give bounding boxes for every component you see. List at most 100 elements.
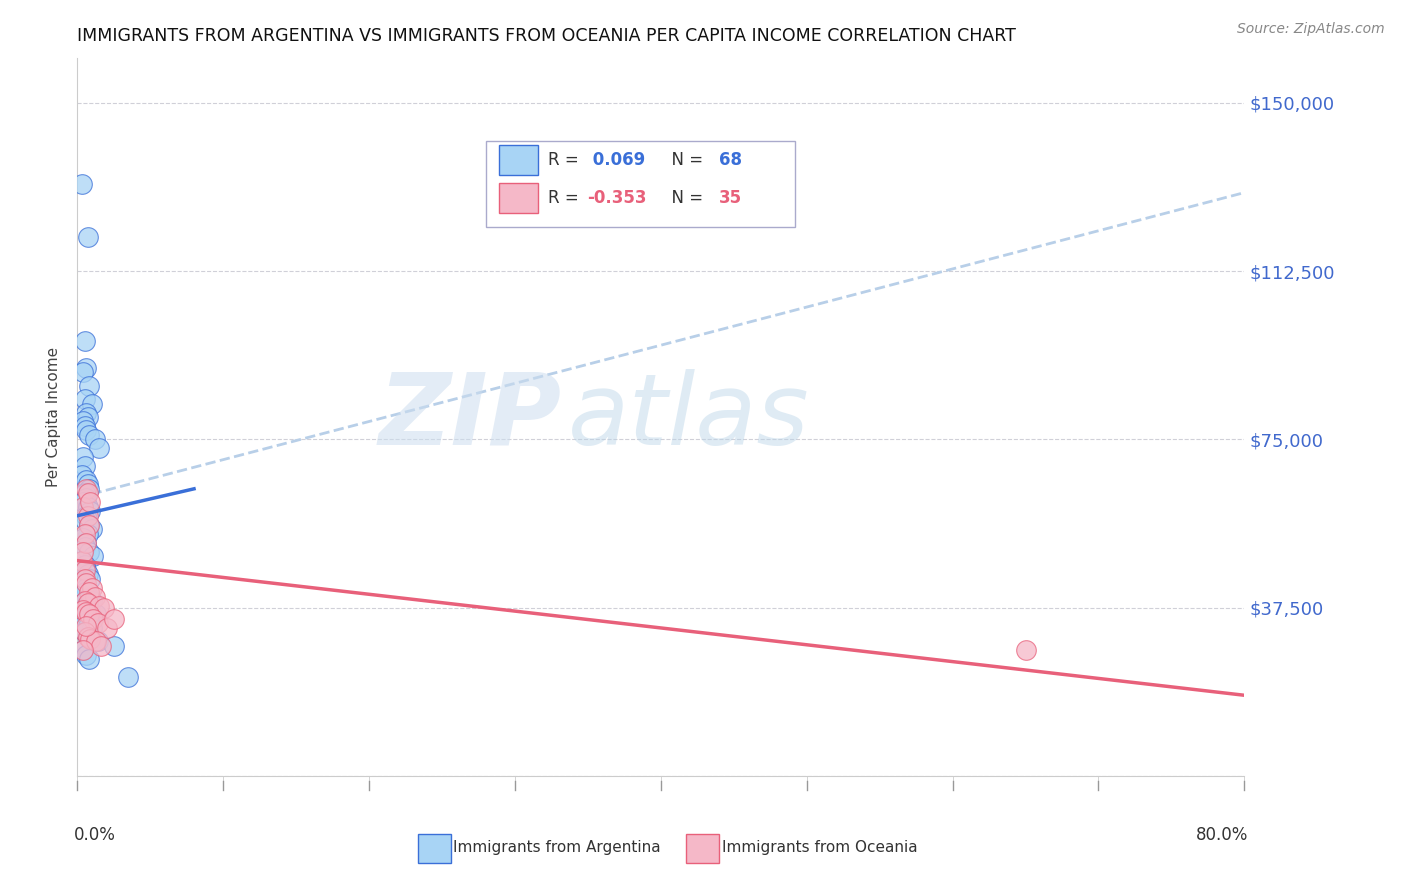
Point	[77, 544, 100, 558]
Point	[75, 473, 97, 487]
Point	[1014, 643, 1036, 657]
Point	[76, 630, 98, 644]
Point	[75, 360, 97, 375]
Point	[79, 495, 101, 509]
Point	[76, 486, 98, 500]
Point	[77, 614, 100, 628]
Text: R =: R =	[547, 189, 583, 207]
Text: ZIP: ZIP	[378, 368, 561, 466]
Point	[73, 600, 96, 615]
Point	[73, 459, 96, 474]
Point	[77, 585, 100, 599]
Point	[72, 450, 94, 465]
Point	[76, 567, 98, 582]
Point	[75, 581, 97, 595]
Point	[89, 442, 111, 456]
Point	[72, 609, 94, 624]
Point	[77, 517, 100, 532]
Point	[79, 504, 101, 518]
Point	[75, 612, 97, 626]
Point	[76, 596, 98, 610]
Point	[82, 549, 104, 563]
FancyBboxPatch shape	[499, 183, 538, 213]
Point	[76, 630, 98, 644]
Point	[72, 365, 94, 379]
Point	[84, 634, 107, 648]
Point	[75, 605, 97, 619]
Point	[79, 572, 101, 586]
Point	[80, 621, 103, 635]
Point	[79, 632, 101, 647]
FancyBboxPatch shape	[499, 145, 538, 175]
Point	[72, 603, 94, 617]
Point	[79, 605, 101, 619]
Point	[77, 607, 100, 622]
Point	[73, 616, 96, 631]
Point	[72, 544, 94, 558]
Point	[73, 558, 96, 573]
Point	[72, 495, 94, 509]
Point	[75, 491, 97, 505]
Point	[75, 618, 97, 632]
Text: 80.0%: 80.0%	[1195, 826, 1247, 845]
Point	[70, 553, 93, 567]
Point	[72, 415, 94, 429]
FancyBboxPatch shape	[486, 141, 794, 227]
Point	[117, 670, 139, 684]
Point	[103, 612, 125, 626]
Point	[72, 643, 94, 657]
Point	[76, 526, 98, 541]
Text: 68: 68	[720, 151, 742, 169]
Point	[75, 508, 97, 523]
Point	[77, 378, 100, 392]
Text: Immigrants from Oceania: Immigrants from Oceania	[721, 840, 917, 855]
Text: atlas: atlas	[568, 368, 808, 466]
Point	[76, 603, 98, 617]
Point	[72, 500, 94, 514]
Point	[75, 482, 97, 496]
Point	[73, 563, 96, 577]
Point	[72, 643, 94, 657]
Point	[76, 477, 98, 491]
Point	[73, 594, 96, 608]
Point	[89, 599, 111, 613]
Point	[70, 553, 93, 567]
Point	[75, 405, 97, 419]
Text: 0.0%: 0.0%	[75, 826, 115, 845]
Point	[75, 648, 97, 662]
Point	[76, 230, 98, 244]
Point	[76, 508, 98, 523]
Text: Source: ZipAtlas.com: Source: ZipAtlas.com	[1237, 22, 1385, 37]
Point	[73, 513, 96, 527]
Point	[87, 616, 110, 631]
Point	[96, 621, 118, 635]
Point	[75, 424, 97, 438]
Text: -0.353: -0.353	[588, 189, 647, 207]
Point	[76, 410, 98, 425]
Point	[77, 428, 100, 442]
Point	[76, 500, 98, 514]
Point	[83, 433, 105, 447]
Point	[82, 612, 104, 626]
Text: IMMIGRANTS FROM ARGENTINA VS IMMIGRANTS FROM OCEANIA PER CAPITA INCOME CORRELATI: IMMIGRANTS FROM ARGENTINA VS IMMIGRANTS …	[77, 28, 1017, 45]
Point	[72, 596, 94, 610]
Point	[73, 625, 96, 640]
Point	[87, 634, 110, 648]
Point	[75, 563, 97, 577]
FancyBboxPatch shape	[686, 834, 720, 863]
Point	[73, 392, 96, 406]
Point	[70, 177, 93, 191]
Point	[75, 576, 97, 591]
FancyBboxPatch shape	[418, 834, 451, 863]
Y-axis label: Per Capita Income: Per Capita Income	[46, 347, 62, 487]
Text: Immigrants from Argentina: Immigrants from Argentina	[453, 840, 661, 855]
Point	[73, 334, 96, 348]
Point	[80, 594, 103, 608]
Point	[75, 535, 97, 549]
Point	[73, 572, 96, 586]
Point	[80, 581, 103, 595]
Text: N =: N =	[661, 151, 709, 169]
Text: N =: N =	[661, 189, 709, 207]
Text: R =: R =	[547, 151, 583, 169]
Point	[77, 482, 100, 496]
